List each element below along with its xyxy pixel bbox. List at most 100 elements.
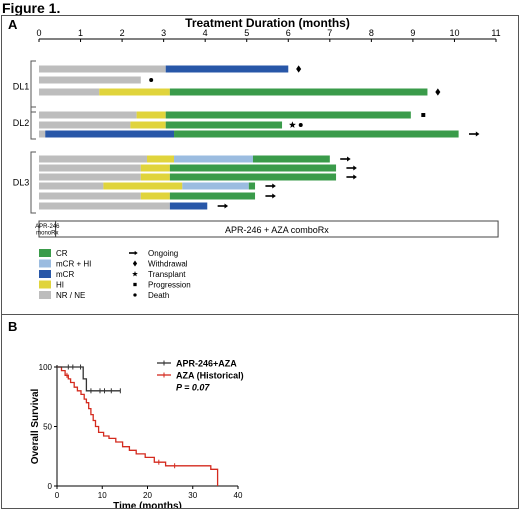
survival-plot: B 0 10 20 30 40 0 50 100 Time (months) Overall Sur… bbox=[8, 319, 244, 512]
legend-label: mCR + HI bbox=[56, 260, 91, 269]
arrow-marker-head bbox=[475, 131, 480, 137]
y-axis-label: Overall Survival bbox=[30, 388, 41, 464]
patient-row bbox=[39, 88, 441, 96]
y-tick-label: 50 bbox=[43, 423, 52, 432]
patient-row bbox=[39, 182, 276, 190]
chart-title: Treatment Duration (months) bbox=[185, 16, 350, 30]
bar-segment-nr-ne bbox=[39, 173, 141, 181]
bar-segment-hi bbox=[130, 121, 166, 129]
x-tick-label: 5 bbox=[244, 28, 249, 38]
diamond-marker bbox=[435, 88, 441, 96]
legend-label: Death bbox=[148, 291, 169, 300]
patient-row bbox=[39, 164, 357, 172]
bar-segment-hi bbox=[140, 173, 170, 181]
panel-a: A Treatment Duration (months) 0 1 2 3 4 5 6 7 8 9 10… bbox=[1, 15, 519, 315]
bar-segment-nr-ne bbox=[39, 65, 166, 73]
legend-swatch bbox=[39, 280, 51, 289]
x-tick-label: 20 bbox=[143, 491, 152, 500]
bar-segment-nr-ne bbox=[39, 111, 137, 119]
x-tick-label: 1 bbox=[78, 28, 83, 38]
x-tick-label: 7 bbox=[327, 28, 332, 38]
patient-row bbox=[39, 192, 276, 200]
x-tick-label: 0 bbox=[55, 491, 60, 500]
patient-row bbox=[39, 65, 302, 73]
x-tick-label: 10 bbox=[449, 28, 459, 38]
legend-label: CR bbox=[56, 249, 68, 258]
arrow-marker-head bbox=[353, 165, 357, 171]
survival-curve-apr-246-aza bbox=[57, 366, 121, 392]
arrow-marker-head bbox=[224, 203, 229, 209]
group-label: DL3 bbox=[13, 178, 30, 188]
bar-segment-hi bbox=[140, 192, 170, 200]
group-bracket bbox=[30, 106, 36, 140]
x-tick-label: 30 bbox=[188, 491, 197, 500]
legend-marker-item bbox=[129, 250, 138, 256]
legend-marker-item bbox=[133, 293, 137, 297]
arrow-marker-head bbox=[353, 174, 357, 180]
legend-label: Progression bbox=[148, 281, 191, 290]
patient-row bbox=[39, 121, 303, 129]
diamond-marker bbox=[132, 260, 138, 267]
bar-segment-cr bbox=[169, 173, 337, 181]
square-marker bbox=[421, 113, 426, 117]
mono-phase-label: APR-246 bbox=[35, 224, 60, 230]
patient-row bbox=[39, 173, 357, 181]
x-tick-label: 10 bbox=[98, 491, 107, 500]
legend-label: HI bbox=[56, 281, 64, 290]
combo-phase-label: APR-246 + AZA comboRx bbox=[225, 225, 329, 235]
star-marker bbox=[289, 121, 296, 128]
bar-segment-nr-ne bbox=[39, 88, 100, 96]
circle-marker bbox=[133, 293, 137, 297]
arrow-marker-head bbox=[272, 183, 276, 189]
x-tick-label: 2 bbox=[120, 28, 125, 38]
legend-swatch bbox=[39, 291, 51, 299]
legend-marker-item bbox=[132, 260, 138, 267]
bar-segment-hi bbox=[136, 111, 166, 119]
patient-row bbox=[39, 76, 154, 84]
bar-segment-mcr bbox=[169, 202, 208, 210]
bar-segment-cr bbox=[165, 121, 283, 129]
patient-row bbox=[39, 155, 351, 163]
figure-title: Figure 1. bbox=[2, 0, 61, 16]
survival-curve-aza-historical bbox=[57, 366, 219, 486]
mono-phase-label: monoRx bbox=[36, 231, 58, 237]
swimmer-plot: A Treatment Duration (months) 0 1 2 3 4 5 6 7 8 9 10… bbox=[8, 16, 501, 300]
bar-segment-nr-ne bbox=[39, 202, 170, 210]
x-tick-label: 6 bbox=[286, 28, 291, 38]
legend-marker-item bbox=[132, 271, 138, 277]
bar-segment-hi bbox=[140, 164, 170, 172]
legend-label: APR-246+AZA bbox=[176, 359, 237, 369]
y-tick-label: 100 bbox=[39, 363, 53, 372]
bar-segment-mcr bbox=[165, 65, 289, 73]
patient-row bbox=[39, 111, 426, 119]
bar-segment-mcr-hi bbox=[174, 155, 253, 163]
bar-segment-mcr-hi bbox=[182, 182, 249, 190]
panel-label: A bbox=[8, 17, 18, 32]
x-tick-label: 8 bbox=[369, 28, 374, 38]
bar-segment-cr bbox=[174, 130, 459, 138]
bar-segment-nr-ne bbox=[39, 130, 46, 138]
bar-segment-cr bbox=[248, 182, 256, 190]
legend-label: Transplant bbox=[148, 270, 186, 279]
legend-label: Ongoing bbox=[148, 249, 178, 258]
x-tick-label: 3 bbox=[161, 28, 166, 38]
bar-segment-cr bbox=[169, 88, 428, 96]
bar-segment-mcr bbox=[45, 130, 175, 138]
arrow-marker-head bbox=[134, 250, 138, 256]
legend-label: Withdrawal bbox=[148, 260, 188, 269]
x-tick-label: 9 bbox=[410, 28, 415, 38]
bar-segment-nr-ne bbox=[39, 192, 141, 200]
legend-swatch bbox=[39, 270, 51, 278]
patient-row bbox=[39, 130, 480, 138]
circle-marker bbox=[149, 78, 154, 82]
square-marker bbox=[133, 282, 137, 287]
bar-segment-cr bbox=[165, 111, 411, 119]
p-value-annotation: P = 0.07 bbox=[176, 383, 210, 393]
group-label: DL1 bbox=[13, 82, 30, 92]
arrow-marker-head bbox=[347, 156, 351, 162]
y-tick-label: 0 bbox=[48, 482, 53, 491]
bar-segment-cr bbox=[169, 192, 256, 200]
bar-segment-cr bbox=[169, 164, 337, 172]
x-tick-label: 4 bbox=[203, 28, 208, 38]
legend-label: NR / NE bbox=[56, 291, 85, 300]
